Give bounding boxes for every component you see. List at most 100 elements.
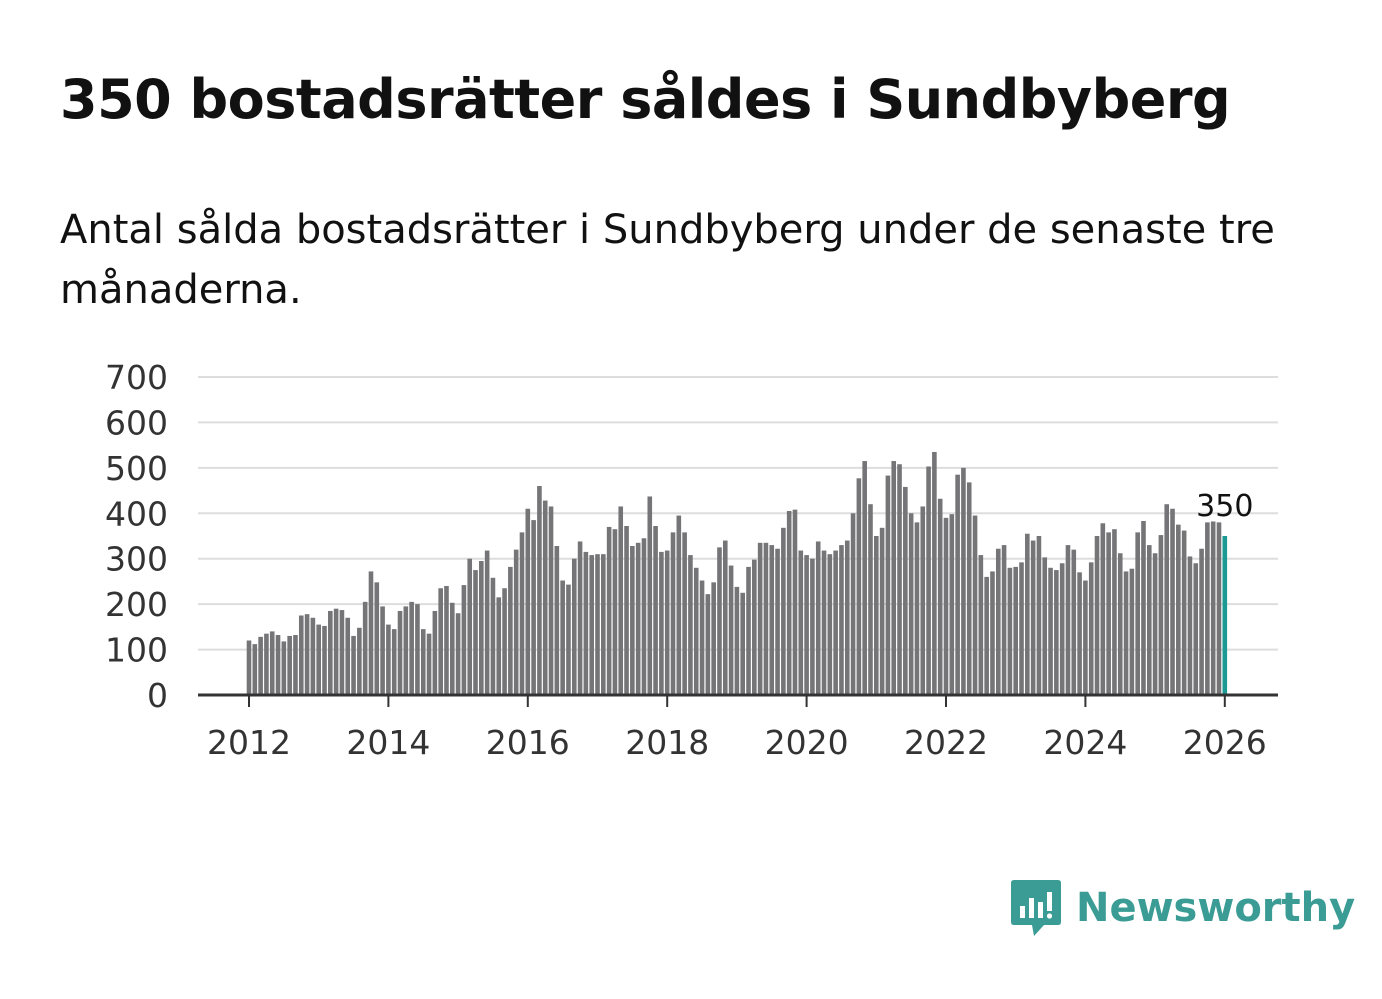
y-tick-label: 300 [105,540,168,579]
bar [293,635,298,695]
bar [281,641,287,695]
bar [641,538,647,695]
x-tick-label: 2018 [625,723,709,762]
bar [717,547,722,695]
bar [955,474,960,695]
bar [508,566,513,695]
bar [275,635,281,695]
bar [705,594,711,695]
bar [1158,535,1164,695]
bar [688,555,693,695]
bar [542,500,548,695]
bar [571,558,577,695]
bar [502,588,507,695]
bar [856,478,862,695]
bar [566,584,571,695]
bar [589,555,594,695]
bar [908,513,914,695]
bar [1094,536,1100,695]
bar [966,482,972,695]
bar [391,629,397,695]
brand-name: Newsworthy [1076,885,1356,931]
bar [496,597,502,695]
bar [670,532,676,695]
bar [647,496,653,695]
y-tick-label: 0 [147,676,168,715]
bar [630,545,635,695]
bar [298,615,304,695]
bar [1071,549,1077,695]
bar [264,633,269,695]
bar [1181,530,1187,695]
bar [1141,521,1146,695]
bar [1083,580,1088,695]
bar [885,475,891,695]
bar [269,631,275,695]
bar [769,545,775,695]
bar [659,551,664,695]
bar [618,506,624,695]
bar [304,614,310,695]
bar [804,555,809,695]
bar [1112,529,1117,695]
bar [676,515,682,695]
bar [357,627,362,695]
bar [1146,545,1152,695]
bar [920,506,926,695]
y-tick-label: 100 [105,631,168,670]
bar [1152,553,1158,695]
x-tick-label: 2012 [207,723,291,762]
y-tick-label: 400 [105,494,168,533]
bar [844,540,850,695]
bar [821,550,827,695]
x-tick-label: 2024 [1043,723,1127,762]
y-tick-label: 500 [105,449,168,488]
bar [949,514,955,695]
bar [513,549,519,695]
bar [984,576,989,695]
bar [1106,532,1111,695]
bar [560,580,565,695]
bar [328,610,333,695]
bar [420,629,426,695]
bar [519,532,525,695]
bar [612,529,618,695]
bar [897,464,902,695]
bar [287,635,292,695]
bar [775,548,780,695]
bar [467,558,473,695]
bar [699,580,705,695]
bar [1216,522,1222,695]
bar [839,545,844,695]
bar [252,644,258,695]
bar [1193,563,1199,695]
bar [926,466,931,695]
bar [815,541,821,695]
bar [1019,562,1024,695]
bar [1117,553,1123,695]
bar [322,625,327,695]
bar [752,559,757,695]
bar [577,541,583,695]
bar [746,566,751,695]
bar [932,451,937,695]
bar [827,554,833,695]
bar [403,606,409,695]
bar [583,551,589,695]
bar [734,586,740,695]
bar [1199,548,1204,695]
bar [798,550,804,695]
bar [1054,570,1059,695]
bar [537,486,542,695]
bar [415,604,420,695]
bar [1164,504,1170,695]
bar [943,517,949,695]
bar [682,532,687,695]
bar [624,526,629,695]
latest-value-label: 350 [1196,489,1253,524]
bar [1065,545,1071,695]
bar [345,617,351,695]
bar [763,542,769,695]
bar [449,602,455,695]
bar [635,542,641,695]
